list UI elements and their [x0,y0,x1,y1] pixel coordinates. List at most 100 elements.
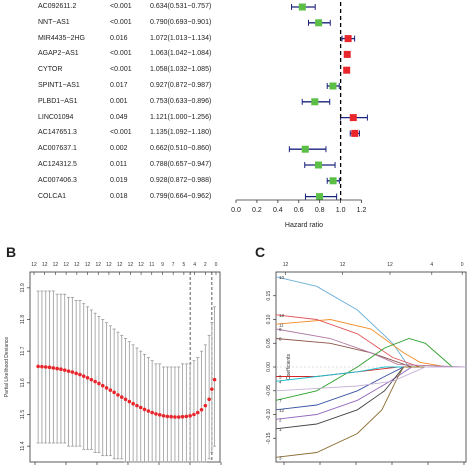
pvalue-label: <0.001 [110,66,132,74]
gene-label: COLCA1 [38,192,67,200]
top-tick-label: 12 [387,262,393,268]
series-id-label: 11 [279,322,284,327]
hazard-ratio-label: 1.121(1.000−1.256) [150,113,212,121]
pvalue-label: 0.002 [110,145,128,153]
coefficient-path [275,328,467,368]
lasso-coefficient-chart: 0.150.100.050.00-0.05-0.10-0.15Coefficie… [266,262,467,465]
pvalue-label: <0.001 [110,129,132,137]
top-tick-label: 4 [430,262,433,268]
hazard-ratio-marker [349,114,357,122]
hazard-ratio-marker [329,177,337,185]
pvalue-label: <0.001 [110,3,132,10]
pvalue-label: <0.001 [110,50,132,58]
deviance-point [62,368,67,372]
hazard-ratio-marker [315,19,323,27]
x-tick-label: 1.2 [357,207,367,214]
gene-label: LINC01094 [38,113,74,121]
deviance-point [169,414,173,419]
deviance-point [74,371,78,376]
hazard-ratio-label: 1.063(1.042−1.084) [150,50,212,58]
top-tick-label: 12 [128,262,134,268]
deviance-point [131,401,135,406]
deviance-point [104,386,109,390]
deviance-point [97,381,101,386]
gene-label: PLBD1−AS1 [38,97,78,105]
top-tick-label: 7 [172,262,175,268]
pvalue-label: 0.016 [110,34,128,42]
deviance-point [36,364,40,369]
y-tick-label: 11.6 [20,378,26,388]
x-tick-label: 0.4 [273,207,283,214]
series-id-label: 12 [279,408,285,413]
y-tick-label: 0.15 [266,291,272,301]
deviance-point [116,393,120,397]
hazard-ratio-marker [311,98,319,106]
top-tick-label: 12 [74,262,80,268]
deviance-point [207,397,211,402]
hazard-ratio-label: 0.662(0.510−0.860) [150,145,212,153]
gene-label: AC007406.3 [38,176,77,184]
coefficient-path [275,366,466,411]
deviance-point [146,409,151,413]
deviance-point [173,415,177,419]
plot-frame [29,271,221,463]
x-tick-label: 0.8 [315,207,325,214]
coefficient-path [275,366,466,392]
forest-plot-panel: AC092611.2 <0.001 0.634(0.531−0.757) NNT−AS… [0,0,474,232]
cv-deviance-chart: 11.9 11.8 11.7 11.6 11.5 11.4 Partial Likeliho… [4,262,222,465]
hazard-ratio-label: 0.634(0.531−0.757) [150,3,212,10]
top-tick-label: 0 [461,262,464,268]
deviance-point [142,407,147,412]
deviance-point [138,405,143,410]
series-id-label: 1 [279,427,282,432]
hazard-ratio-marker [301,145,309,153]
panel-label-b: B [6,244,17,260]
y-tick-label: -0.10 [266,409,272,421]
top-tick-label: 5 [182,262,185,268]
pvalue-label: <0.001 [110,18,132,26]
deviance-point [157,413,162,417]
hazard-ratio-marker [343,66,351,74]
deviance-point [66,369,71,373]
deviance-point [150,410,154,415]
top-tick-label: 12 [106,262,112,268]
x-axis-title: Hazard ratio [285,222,323,229]
deviance-point [188,413,192,418]
gene-label: MIR4435−2HG [38,34,85,42]
deviance-point [108,388,113,392]
series-id-label: 4 [279,379,282,384]
pvalue-label: 0.001 [110,97,128,105]
gene-label: AC092611.2 [38,3,77,10]
coefficient-path [275,366,466,458]
top-tick-label: 12 [53,262,59,268]
pvalue-label: 0.011 [110,161,127,168]
series-id-label: 10 [279,275,285,280]
y-tick-label: 11.5 [20,410,26,420]
x-tick-label: 0.0 [231,207,241,214]
panel-label-c: C [255,244,266,260]
x-tick-label: 1.0 [336,207,346,214]
hazard-ratio-marker [314,161,322,169]
top-tick-label: 0 [215,262,218,268]
deviance-point [112,390,116,395]
series-id-label: 13 [279,313,285,318]
x-tick-label: 0.6 [294,207,304,214]
deviance-point [78,372,82,377]
deviance-point [40,364,44,369]
y-tick-label: -0.15 [266,432,272,444]
pvalue-label: 0.049 [110,113,128,121]
top-tick-label: 12 [340,262,346,268]
coefficient-path [275,366,466,382]
deviance-point [154,412,158,416]
hazard-ratio-label: 0.799(0.664−0.962) [150,192,212,200]
hazard-ratio-label: 0.928(0.872−0.988) [150,176,212,184]
top-tick-label: 12 [117,262,123,268]
deviance-point [135,403,139,408]
deviance-point [43,365,48,369]
hazard-ratio-marker [316,193,324,201]
forest-plot-svg: 0.0 0.2 0.4 0.6 0.8 1.0 1.2 Hazard ratio [231,2,368,229]
top-tick-label: 12 [31,262,37,268]
x-tick-label: 0.2 [252,207,262,214]
deviance-point [89,377,94,382]
top-tick-label: 2 [204,262,207,268]
